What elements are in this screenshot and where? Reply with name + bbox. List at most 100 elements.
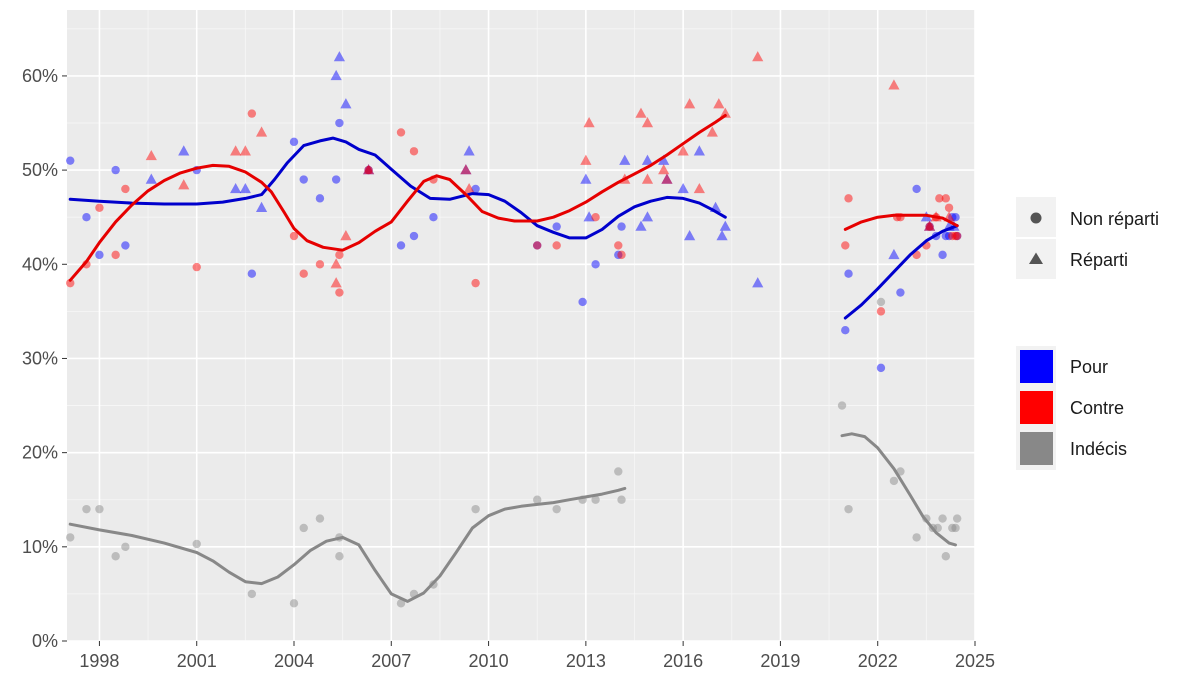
data-point-contre bbox=[617, 250, 626, 260]
grid-major bbox=[67, 10, 976, 642]
x-tick-label: 1998 bbox=[79, 651, 119, 671]
data-point-pour bbox=[716, 230, 728, 241]
data-point-contre bbox=[66, 278, 75, 288]
trend-lines bbox=[68, 114, 959, 603]
data-point-pour bbox=[841, 326, 850, 335]
data-point-contre bbox=[471, 278, 480, 288]
data-point-pour bbox=[396, 241, 406, 250]
data-point-contre bbox=[614, 241, 623, 250]
data-point-pour bbox=[364, 165, 373, 175]
y-tick-label: 0% bbox=[32, 631, 58, 651]
data-point-contre bbox=[580, 154, 592, 165]
data-point-pour bbox=[619, 154, 631, 165]
data-point-contre bbox=[247, 109, 257, 118]
data-point-indecis bbox=[95, 504, 104, 514]
data-point-pour bbox=[684, 230, 696, 241]
data-point-pour bbox=[661, 173, 673, 184]
data-point-contre bbox=[230, 145, 242, 156]
trend-line-pour bbox=[68, 136, 727, 240]
data-point-contre bbox=[463, 182, 475, 194]
data-point-pour bbox=[333, 51, 345, 62]
data-point-pour bbox=[580, 173, 592, 184]
x-axis: 1998 2001 2004 2007 2010 2013 2016 2019 2022 2025 bbox=[79, 641, 995, 671]
data-point-pour bbox=[239, 182, 251, 194]
data-point-pour bbox=[941, 231, 951, 241]
data-point-pour bbox=[230, 182, 242, 194]
data-point-indecis bbox=[941, 552, 951, 561]
data-point-pour bbox=[460, 164, 472, 175]
trend-line-contre bbox=[68, 114, 727, 282]
data-point-contre bbox=[719, 107, 731, 118]
data-point-pour bbox=[912, 184, 921, 194]
data-point-pour bbox=[145, 173, 157, 184]
data-point-pour bbox=[299, 175, 308, 184]
y-tick-label: 30% bbox=[22, 348, 58, 368]
data-point-contre bbox=[460, 164, 472, 175]
legend-label-reparti: Réparti bbox=[1070, 250, 1128, 270]
data-point-contre bbox=[111, 250, 120, 260]
data-point-pour bbox=[66, 156, 75, 165]
color-legend: Pour Contre Indécis bbox=[1016, 346, 1127, 470]
data-point-contre bbox=[335, 250, 344, 260]
data-point-pour bbox=[641, 211, 654, 222]
data-point-indecis bbox=[82, 504, 91, 514]
legend-circle-icon bbox=[1030, 212, 1042, 224]
data-point-pour bbox=[925, 222, 934, 231]
data-point-contre bbox=[591, 212, 600, 222]
data-point-pour bbox=[944, 231, 954, 241]
data-point-indecis bbox=[951, 523, 960, 533]
data-point-contre bbox=[255, 126, 268, 137]
data-point-contre bbox=[239, 145, 251, 156]
data-point-contre bbox=[684, 98, 696, 109]
data-point-pour bbox=[896, 288, 905, 297]
data-point-contre bbox=[876, 307, 886, 316]
legend-label-pour: Pour bbox=[1070, 357, 1108, 377]
data-point-contre bbox=[641, 117, 654, 128]
data-point-pour bbox=[178, 145, 190, 156]
data-point-contre bbox=[299, 269, 308, 278]
data-point-contre bbox=[706, 126, 718, 137]
x-tick-label: 2010 bbox=[469, 651, 509, 671]
data-point-contre bbox=[635, 107, 647, 118]
data-point-contre bbox=[713, 98, 725, 109]
data-point-contre bbox=[952, 231, 962, 241]
data-point-indecis bbox=[121, 542, 130, 552]
legend-triangle-icon bbox=[1029, 252, 1043, 264]
data-point-pour bbox=[340, 98, 352, 109]
data-point-pour bbox=[938, 250, 947, 260]
legend-label-indecis: Indécis bbox=[1070, 439, 1127, 459]
x-tick-label: 2013 bbox=[566, 651, 606, 671]
data-point-pour bbox=[641, 154, 654, 165]
shape-legend: Non réparti Réparti bbox=[1016, 197, 1159, 279]
data-point-contre bbox=[335, 288, 344, 297]
data-point-contre bbox=[583, 117, 595, 128]
data-point-contre bbox=[533, 241, 542, 250]
legend-swatch-indecis bbox=[1020, 432, 1053, 465]
y-tick-label: 10% bbox=[22, 537, 58, 557]
data-point-indecis bbox=[938, 514, 947, 523]
y-tick-label: 50% bbox=[22, 160, 58, 180]
data-point-indecis bbox=[247, 589, 257, 599]
y-axis: 0% 10% 20% 30% 40% 50% 60% bbox=[22, 66, 67, 651]
y-tick-label: 40% bbox=[22, 254, 58, 274]
x-tick-label: 2001 bbox=[177, 651, 217, 671]
data-point-contre bbox=[752, 51, 764, 62]
data-point-indecis bbox=[299, 523, 308, 533]
data-point-pour bbox=[752, 277, 764, 288]
data-point-indecis bbox=[876, 297, 886, 307]
data-point-contre bbox=[340, 230, 352, 241]
data-point-indecis bbox=[315, 514, 325, 523]
panel-background bbox=[67, 10, 975, 641]
data-point-contre bbox=[641, 173, 654, 184]
data-point-contre bbox=[658, 164, 670, 175]
data-point-pour bbox=[429, 212, 438, 222]
legend-swatch-contre bbox=[1020, 391, 1053, 424]
data-point-pour bbox=[331, 175, 341, 184]
data-point-indecis bbox=[192, 539, 201, 549]
data-point-pour bbox=[948, 212, 957, 222]
data-point-pour bbox=[844, 269, 853, 278]
data-point-pour bbox=[330, 69, 342, 81]
data-point-contre bbox=[844, 194, 853, 203]
data-point-pour bbox=[471, 184, 480, 194]
